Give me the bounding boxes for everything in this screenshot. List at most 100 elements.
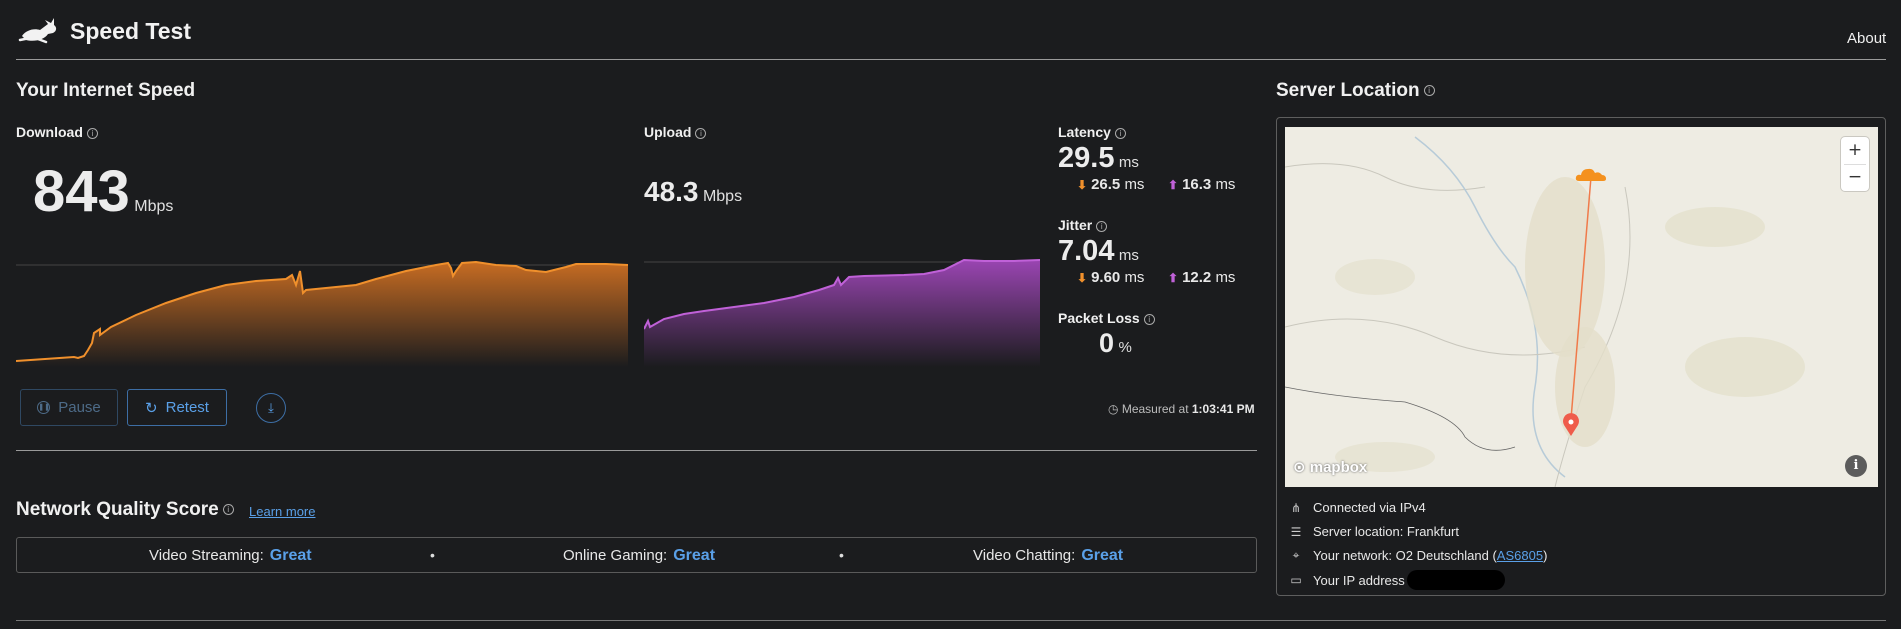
map-attribution-info-button[interactable]: i — [1845, 455, 1867, 477]
download-label: Download i — [16, 124, 98, 140]
network-suffix: ) — [1543, 548, 1548, 563]
pause-icon: ❚❚ — [37, 401, 51, 414]
ip-card-icon: ▭ — [1290, 573, 1302, 587]
server-location-info-icon[interactable]: i — [1423, 85, 1435, 97]
upload-info-icon[interactable]: i — [695, 127, 707, 139]
upload-number: 48.3 — [644, 176, 699, 207]
latency-down-unit: ms — [1124, 176, 1145, 193]
measured-time: 1:03:41 PM — [1191, 402, 1255, 416]
upload-chart-line — [644, 258, 1040, 330]
jitter-down: ⬇ 9.60 ms — [1077, 269, 1144, 286]
nq-value: Great — [1081, 547, 1124, 564]
section-divider — [16, 450, 1257, 451]
upload-arrow-icon: ⬆ — [1168, 271, 1179, 285]
refresh-icon: ↻ — [145, 398, 158, 417]
download-arrow-icon: ⬇ — [1077, 271, 1088, 285]
asn-link[interactable]: AS6805 — [1496, 548, 1544, 563]
your-network-row: ⌖ Your network: O2 Deutschland (AS6805) — [1288, 548, 1548, 563]
server-icon: ☰ — [1290, 524, 1302, 539]
server-location-text: Server location: Frankfurt — [1313, 524, 1459, 539]
speed-section-title: Your Internet Speed — [16, 80, 196, 101]
download-number: 843 — [33, 159, 130, 224]
zoom-divider — [1844, 164, 1866, 165]
cloudflare-server-icon — [1575, 168, 1606, 181]
server-map[interactable] — [1285, 127, 1878, 487]
jitter-unit: ms — [1118, 247, 1139, 264]
upload-label: Upload i — [644, 124, 707, 140]
retest-button[interactable]: ↻ Retest — [127, 389, 227, 426]
header-divider — [16, 59, 1886, 60]
retest-label: Retest — [165, 399, 209, 416]
packet-loss-unit: % — [1118, 339, 1132, 356]
packet-loss-value: 0 % — [1099, 328, 1132, 359]
download-info-icon[interactable]: i — [86, 127, 98, 139]
download-results-button[interactable]: ⤓ — [256, 393, 286, 423]
nq-online-gaming: Online Gaming: Great — [563, 547, 715, 565]
measured-at: ◷ Measured at 1:03:41 PM — [1108, 402, 1255, 416]
pause-label: Pause — [58, 399, 101, 416]
nq-value: Great — [269, 547, 312, 564]
latency-info-icon[interactable]: i — [1114, 127, 1126, 139]
jitter-up: ⬆ 12.2 ms — [1168, 269, 1235, 286]
latency-label-text: Latency — [1058, 124, 1111, 140]
server-location-row: ☰ Server location: Frankfurt — [1288, 524, 1459, 539]
upload-unit: Mbps — [702, 188, 743, 205]
jitter-info-icon[interactable]: i — [1096, 220, 1108, 232]
jitter-label: Jitter i — [1058, 217, 1108, 233]
connection-line — [1570, 176, 1592, 420]
upload-chart-area — [644, 260, 1040, 367]
network-icon: ⋔ — [1290, 500, 1302, 515]
separator-dot: • — [839, 547, 844, 563]
connected-via-text: Connected via IPv4 — [1313, 500, 1426, 515]
clock-icon: ◷ — [1108, 402, 1119, 416]
jitter-label-text: Jitter — [1058, 217, 1093, 233]
user-location-pin-icon — [1563, 413, 1579, 436]
ip-address-row: ▭ Your IP address — [1288, 570, 1505, 590]
pause-button[interactable]: ❚❚ Pause — [20, 389, 118, 426]
network-quality-info-icon[interactable]: i — [222, 504, 234, 516]
latency-up-value: 16.3 — [1182, 176, 1212, 193]
network-text: Your network: O2 Deutschland ( — [1313, 548, 1497, 563]
jitter-up-value: 12.2 — [1182, 269, 1212, 286]
ip-address-label: Your IP address — [1313, 572, 1405, 588]
download-chart — [16, 260, 628, 367]
latency-label: Latency i — [1058, 124, 1126, 140]
packet-loss-number: 0 — [1099, 328, 1115, 358]
footer-divider — [16, 620, 1886, 621]
download-chart-line — [16, 260, 628, 362]
download-icon: ⤓ — [268, 400, 274, 416]
jitter-down-value: 9.60 — [1091, 269, 1121, 286]
mapbox-logo-icon: ⊙ — [1293, 458, 1306, 476]
about-link[interactable]: About — [1847, 30, 1887, 47]
zoom-out-button[interactable]: − — [1847, 167, 1863, 187]
mapbox-logo[interactable]: ⊙ mapbox — [1293, 458, 1367, 476]
app-title: Speed Test — [70, 18, 191, 44]
packet-loss-info-icon[interactable]: i — [1143, 313, 1155, 325]
server-card — [1276, 117, 1886, 596]
nq-label: Video Chatting: — [973, 547, 1076, 564]
learn-more-link[interactable]: Learn more — [249, 504, 316, 519]
latency-number: 29.5 — [1058, 142, 1115, 174]
latency-up-unit: ms — [1215, 176, 1236, 193]
jitter-up-unit: ms — [1215, 269, 1236, 286]
separator-dot: • — [430, 547, 435, 563]
jitter-value: 7.04 ms — [1058, 235, 1139, 268]
download-chart-area — [16, 262, 628, 367]
latency-down-value: 26.5 — [1091, 176, 1121, 193]
upload-label-text: Upload — [644, 124, 692, 140]
rabbit-logo-icon — [18, 18, 57, 44]
download-unit: Mbps — [134, 198, 174, 215]
jitter-down-unit: ms — [1124, 269, 1145, 286]
nq-label: Online Gaming: — [563, 547, 668, 564]
server-location-title-text: Server Location — [1276, 80, 1420, 101]
zoom-in-button[interactable]: + — [1847, 140, 1863, 160]
packet-loss-label-text: Packet Loss — [1058, 310, 1140, 326]
nq-video-streaming: Video Streaming: Great — [149, 547, 312, 565]
latency-unit: ms — [1118, 154, 1139, 171]
download-arrow-icon: ⬇ — [1077, 178, 1088, 192]
jitter-number: 7.04 — [1058, 235, 1115, 267]
upload-arrow-icon: ⬆ — [1168, 178, 1179, 192]
download-label-text: Download — [16, 124, 83, 140]
network-quality-box: Video Streaming: Great • Online Gaming: Gr… — [16, 537, 1257, 573]
nq-video-chatting: Video Chatting: Great — [973, 547, 1123, 565]
